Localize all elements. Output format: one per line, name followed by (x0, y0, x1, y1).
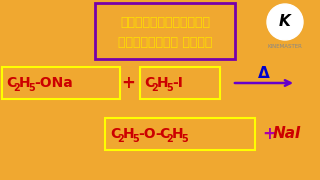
Text: 5: 5 (132, 134, 139, 144)
Text: 2: 2 (117, 134, 124, 144)
Bar (105, 118, 255, 150)
Text: C: C (110, 127, 120, 141)
Text: 5: 5 (181, 134, 188, 144)
Text: H: H (123, 127, 135, 141)
Text: KINEMASTER: KINEMASTER (268, 44, 302, 48)
Text: -I: -I (172, 76, 183, 90)
Text: H: H (172, 127, 184, 141)
Circle shape (267, 4, 303, 40)
Text: 5: 5 (166, 83, 173, 93)
Text: 2: 2 (166, 134, 173, 144)
Text: C: C (144, 76, 154, 90)
Text: -O-: -O- (138, 127, 162, 141)
Text: வில்லியம்சன்: வில்லியம்சன் (120, 15, 210, 28)
Text: 5: 5 (28, 83, 35, 93)
Text: C: C (159, 127, 169, 141)
Bar (140, 67, 220, 99)
Bar (95, 3, 235, 59)
Text: 2: 2 (151, 83, 158, 93)
Text: +: + (121, 74, 135, 92)
Text: H: H (157, 76, 169, 90)
Text: தொகுப்பு முறை: தொகுப்பு முறை (118, 35, 212, 48)
Text: K: K (279, 15, 291, 30)
Text: Δ: Δ (258, 66, 270, 82)
Text: NaI: NaI (273, 127, 302, 141)
Bar (2, 67, 120, 99)
Text: -ONa: -ONa (34, 76, 73, 90)
Text: 2: 2 (13, 83, 20, 93)
Text: H: H (19, 76, 31, 90)
Text: +: + (262, 125, 276, 143)
Text: C: C (6, 76, 16, 90)
